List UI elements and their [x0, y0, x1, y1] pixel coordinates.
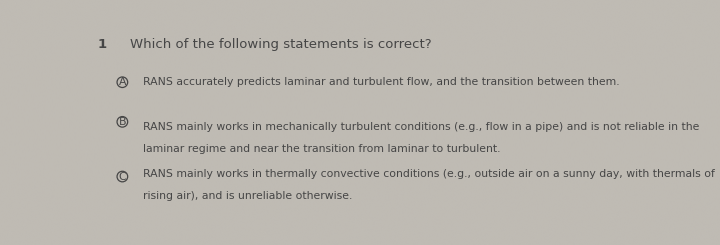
Text: RANS mainly works in thermally convective conditions (e.g., outside air on a sun: RANS mainly works in thermally convectiv…: [143, 169, 715, 179]
Text: 1: 1: [97, 38, 107, 51]
Text: C: C: [119, 172, 126, 182]
Text: RANS accurately predicts laminar and turbulent flow, and the transition between : RANS accurately predicts laminar and tur…: [143, 77, 620, 87]
Text: RANS mainly works in mechanically turbulent conditions (e.g., flow in a pipe) an: RANS mainly works in mechanically turbul…: [143, 122, 699, 132]
Text: A: A: [119, 77, 126, 87]
Text: Which of the following statements is correct?: Which of the following statements is cor…: [130, 38, 432, 51]
Text: B: B: [119, 117, 126, 127]
Text: laminar regime and near the transition from laminar to turbulent.: laminar regime and near the transition f…: [143, 144, 500, 154]
Text: rising air), and is unreliable otherwise.: rising air), and is unreliable otherwise…: [143, 191, 352, 201]
